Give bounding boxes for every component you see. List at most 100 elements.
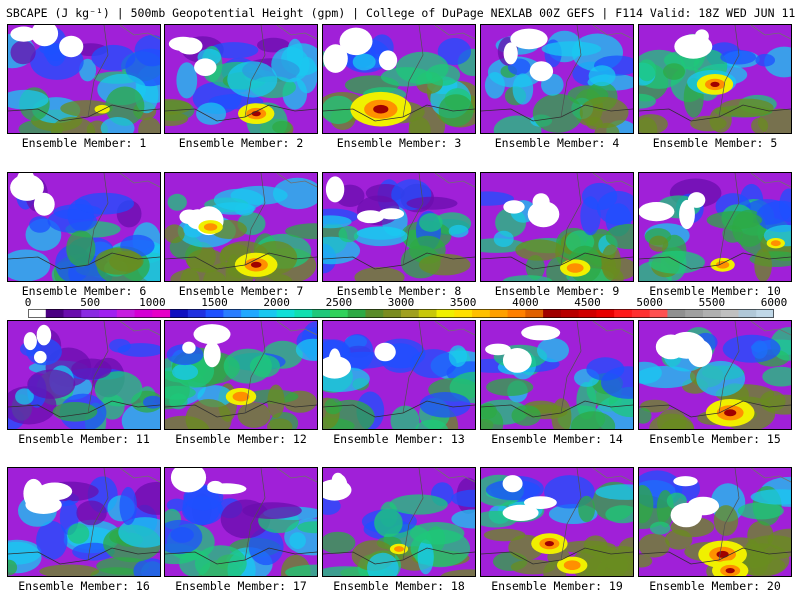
- zero-cape-area: [323, 44, 348, 73]
- cape-blob: [267, 384, 285, 419]
- border-line: [560, 25, 582, 118]
- zero-cape-area: [10, 26, 37, 42]
- cape-blob: [639, 93, 656, 109]
- zero-cape-area: [694, 29, 709, 44]
- colorbar-swatch: [134, 309, 153, 318]
- cape-blob: [213, 188, 264, 211]
- colorbar-tick-label: 0: [24, 296, 32, 309]
- border-line: [434, 321, 475, 336]
- colorbar-tick-label: 3000: [387, 296, 415, 309]
- cape-blob: [90, 567, 143, 576]
- zero-cape-area: [502, 504, 539, 521]
- ensemble-member-map: [480, 320, 634, 430]
- cape-blob: [323, 215, 352, 229]
- colorbar-swatch: [614, 309, 633, 318]
- colorbar-swatch: [756, 309, 774, 318]
- cape-blob: [323, 531, 356, 554]
- cape-blob: [588, 65, 616, 87]
- cape-blob: [639, 407, 652, 424]
- cape-blob: [648, 235, 669, 252]
- cape-blob: [10, 40, 36, 65]
- border-line: [592, 468, 633, 483]
- cape-field: [639, 173, 791, 281]
- border-line: [276, 468, 317, 483]
- colorbar-swatch: [205, 309, 224, 318]
- high-cape-area: [250, 261, 262, 268]
- cape-blob: [418, 253, 471, 276]
- cape-blob: [109, 338, 131, 353]
- high-cape-area: [544, 541, 554, 547]
- cape-blob: [227, 61, 278, 98]
- colorbar-swatch: [560, 309, 580, 318]
- cape-blob: [639, 59, 657, 82]
- border-line: [402, 173, 424, 266]
- border-line: [402, 321, 424, 414]
- cape-blob: [448, 345, 467, 367]
- cape-blob: [67, 523, 90, 544]
- cape-blob: [525, 255, 545, 280]
- cape-blob: [511, 405, 541, 426]
- colorbar-swatch: [276, 309, 295, 318]
- cape-blob: [338, 225, 359, 243]
- cape-field: [481, 173, 633, 281]
- cape-blob: [713, 505, 739, 536]
- ensemble-member-map: [638, 24, 792, 134]
- ensemble-member-label: Ensemble Member: 15: [649, 432, 781, 446]
- cape-blob: [8, 89, 49, 110]
- colorbar-swatch: [631, 309, 651, 318]
- ensemble-member-map: [480, 24, 634, 134]
- border-line: [560, 321, 582, 414]
- colorbar-swatch: [116, 309, 136, 318]
- cape-blob: [448, 224, 469, 238]
- cape-blob: [767, 528, 791, 552]
- border-line: [402, 25, 424, 118]
- cape-field: [639, 468, 791, 576]
- cape-blob: [722, 334, 781, 363]
- cape-blob: [352, 53, 376, 71]
- border-line: [244, 25, 266, 118]
- colorbar-tick-label: 3500: [449, 296, 477, 309]
- cape-blob: [665, 529, 693, 550]
- border-line: [87, 468, 109, 561]
- border-line: [750, 468, 791, 483]
- colorbar-swatch: [596, 309, 615, 318]
- ensemble-member-label: Ensemble Member: 2: [178, 136, 304, 150]
- cape-blob: [737, 502, 784, 520]
- colorbar-swatch: [258, 309, 278, 318]
- cape-blob: [356, 226, 406, 240]
- colorbar-swatch: [187, 309, 207, 318]
- zero-cape-area: [23, 332, 37, 351]
- cape-blob: [285, 223, 317, 240]
- zero-cape-area: [36, 324, 52, 346]
- cape-blob: [751, 117, 769, 133]
- zero-cape-area: [529, 61, 554, 82]
- ensemble-member-map: [7, 24, 161, 134]
- cape-blob: [754, 248, 772, 281]
- cape-field: [8, 468, 160, 576]
- cape-blob: [271, 46, 310, 83]
- cape-blob: [571, 411, 616, 429]
- colorbar-swatch: [99, 309, 118, 318]
- zero-cape-area: [676, 37, 699, 50]
- ensemble-member-label: Ensemble Member: 1: [21, 136, 147, 150]
- zero-cape-area: [521, 325, 561, 341]
- border-line: [402, 468, 424, 561]
- cape-blob: [600, 546, 633, 572]
- cape-field: [165, 173, 317, 281]
- ensemble-member-map: [164, 172, 318, 282]
- cape-blob: [94, 371, 143, 407]
- cape-blob: [209, 42, 259, 59]
- ensemble-member-map: [322, 320, 476, 430]
- cape-blob: [165, 111, 189, 126]
- zero-cape-area: [378, 50, 398, 71]
- cape-blob: [237, 402, 271, 428]
- cape-blob: [272, 120, 292, 133]
- zero-cape-area: [25, 495, 62, 514]
- ensemble-member-map: [164, 24, 318, 134]
- cape-field: [639, 25, 791, 133]
- colorbar-tick-label: 4000: [512, 296, 539, 309]
- cape-blob: [493, 230, 514, 247]
- cape-blob: [196, 102, 227, 125]
- colorbar-swatch: [241, 309, 260, 318]
- cape-blob: [257, 37, 290, 53]
